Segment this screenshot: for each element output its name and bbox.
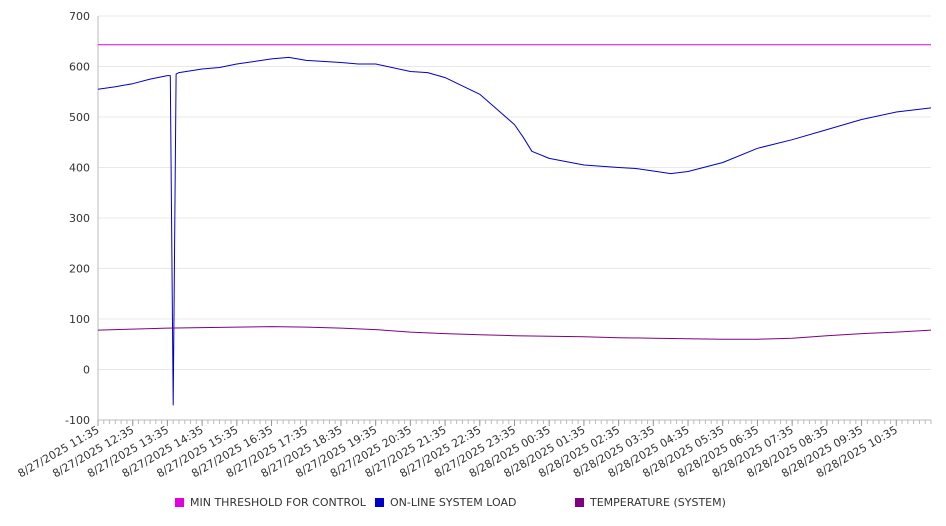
legend-label-min-threshold: MIN THRESHOLD FOR CONTROL [190, 496, 366, 509]
y-tick-label: 700 [69, 10, 90, 23]
y-tick-label: 600 [69, 61, 90, 74]
legend-item-min-threshold[interactable]: MIN THRESHOLD FOR CONTROL [175, 496, 366, 509]
y-tick-label: 300 [69, 212, 90, 225]
line-chart: -100 0 100 200 300 400 500 600 700 8/27/2025 11:… [16, 10, 932, 480]
legend-label-system-load: ON-LINE SYSTEM LOAD [390, 496, 517, 509]
legend-item-system-load[interactable]: ON-LINE SYSTEM LOAD [375, 496, 516, 509]
series-layer [97, 44, 932, 406]
series-line-system-load [97, 56, 932, 406]
legend-swatch-system-load [375, 498, 384, 507]
y-tick-label: 400 [69, 162, 90, 175]
y-axis: -100 0 100 200 300 400 500 600 700 [65, 10, 99, 427]
legend-swatch-min-threshold [175, 498, 184, 507]
x-axis: 8/27/2025 11:358/27/2025 12:358/27/2025 … [16, 419, 932, 480]
y-tick-label: -100 [65, 414, 90, 427]
grid-lines [98, 15, 931, 421]
y-tick-label: 500 [69, 111, 90, 124]
y-tick-label: 200 [69, 263, 90, 276]
y-tick-label: 0 [83, 364, 90, 377]
y-tick-label: 100 [69, 313, 90, 326]
legend-label-temperature: TEMPERATURE (SYSTEM) [590, 496, 726, 509]
legend-swatch-temperature [575, 498, 584, 507]
series-line-temperature [97, 326, 932, 340]
legend-item-temperature[interactable]: TEMPERATURE (SYSTEM) [575, 496, 726, 509]
legend: MIN THRESHOLD FOR CONTROL ON-LINE SYSTEM… [0, 496, 946, 516]
